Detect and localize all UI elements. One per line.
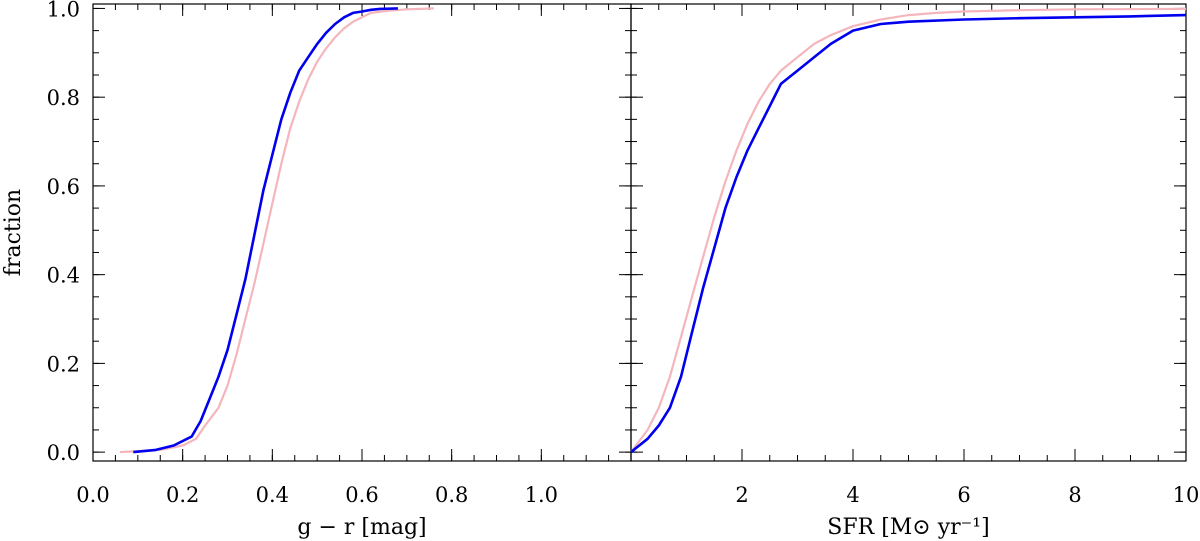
y-tick-label: 0.4 <box>47 264 80 288</box>
blue-cdf-line <box>133 7 398 454</box>
right-panel: 2 4 6 8 10 SFR [M⊙ yr⁻¹] <box>630 3 1200 540</box>
blue-cdf-line <box>630 13 1187 454</box>
y-axis-label: fraction <box>1 189 26 276</box>
plot-frame <box>630 3 1187 462</box>
x-tick-label: 0.4 <box>256 483 289 507</box>
pink-cdf-line <box>119 7 434 454</box>
x-tick-label: 0.6 <box>345 483 378 507</box>
x-tick-label: 8 <box>1068 483 1081 507</box>
x-axis-label: g − r [mag] <box>297 515 426 540</box>
x-tick-label: 0.2 <box>166 483 199 507</box>
x-tick-label: 4 <box>846 483 859 507</box>
y-tick-label: 0.2 <box>47 352 80 376</box>
y-tick-label: 0.0 <box>47 441 80 465</box>
y-tick-label: 0.8 <box>47 86 80 110</box>
y-tick-label: 0.6 <box>47 175 80 199</box>
x-tick-label: 1.0 <box>525 483 558 507</box>
x-tick-label: 0.0 <box>76 483 109 507</box>
x-tick-label: 2 <box>735 483 748 507</box>
x-axis-label: SFR [M⊙ yr⁻¹] <box>827 515 989 540</box>
x-tick-label: 6 <box>957 483 970 507</box>
left-panel: 0.0 0.2 0.4 0.6 0.8 1.0 0.0 0.2 0.4 0.6 0.8 1.0 g − … <box>1 0 632 540</box>
y-tick-label: 1.0 <box>47 0 80 21</box>
pink-cdf-line <box>630 7 1187 453</box>
plot-frame <box>92 3 632 462</box>
x-tick-label: 10 <box>1173 483 1200 507</box>
x-tick-label: 0.8 <box>435 483 468 507</box>
